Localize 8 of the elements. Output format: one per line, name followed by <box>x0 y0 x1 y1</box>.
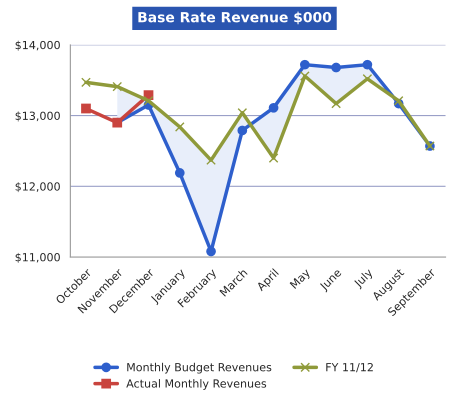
y-tick-label: $12,000 <box>16 182 60 192</box>
legend-label: Monthly Budget Revenues <box>127 362 272 374</box>
chart-title: Base Rate Revenue $000 <box>138 12 332 24</box>
y-tick-label: $11,000 <box>16 252 60 263</box>
y-tick-label: $14,000 <box>16 40 60 51</box>
y-tick-label: $13,000 <box>16 111 60 122</box>
legend-label: Actual Monthly Revenues <box>126 379 266 390</box>
legend-label: FY 11/12 <box>326 362 373 372</box>
